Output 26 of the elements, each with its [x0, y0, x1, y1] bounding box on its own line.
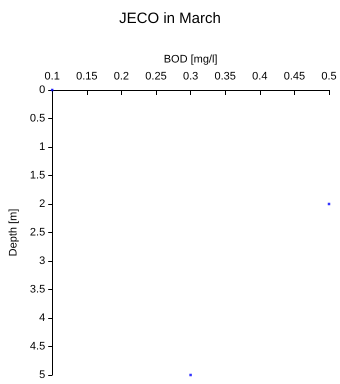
x-tick-label: 0.15	[76, 70, 98, 82]
y-tick-label: 3.5	[30, 284, 46, 296]
point	[50, 88, 54, 92]
chart-title: JECO in March	[119, 10, 221, 27]
x-tick-label: 0.25	[145, 70, 167, 82]
y-tick-label: 0	[39, 84, 46, 96]
x-tick-label: 0.5	[321, 70, 337, 82]
y-tick-label: 2	[39, 198, 46, 210]
x-tick-label: 0.45	[284, 70, 306, 82]
point	[189, 374, 192, 376]
y-tick-label: 1	[39, 141, 46, 153]
y-tick-label: 4.5	[30, 340, 46, 352]
x-tick-label: 0.2	[114, 70, 130, 82]
y-axis-title: Depth [m]	[8, 208, 20, 256]
x-tick-label: 0.35	[214, 70, 236, 82]
y-tick-label: 5	[39, 369, 46, 381]
y-tick-label: 2.5	[30, 226, 46, 238]
x-tick-label: 0.1	[44, 70, 60, 82]
y-tick-label: 0.5	[30, 112, 46, 124]
y-tick-label: 1.5	[30, 170, 46, 182]
y-tick-label: 4	[39, 312, 46, 324]
x-axis-title: BOD [mg/l]	[164, 54, 218, 66]
x-tick-label: 0.3	[182, 70, 198, 82]
y-tick-label: 3	[39, 255, 46, 267]
x-tick-label: 0.4	[252, 70, 268, 82]
point	[328, 202, 330, 206]
